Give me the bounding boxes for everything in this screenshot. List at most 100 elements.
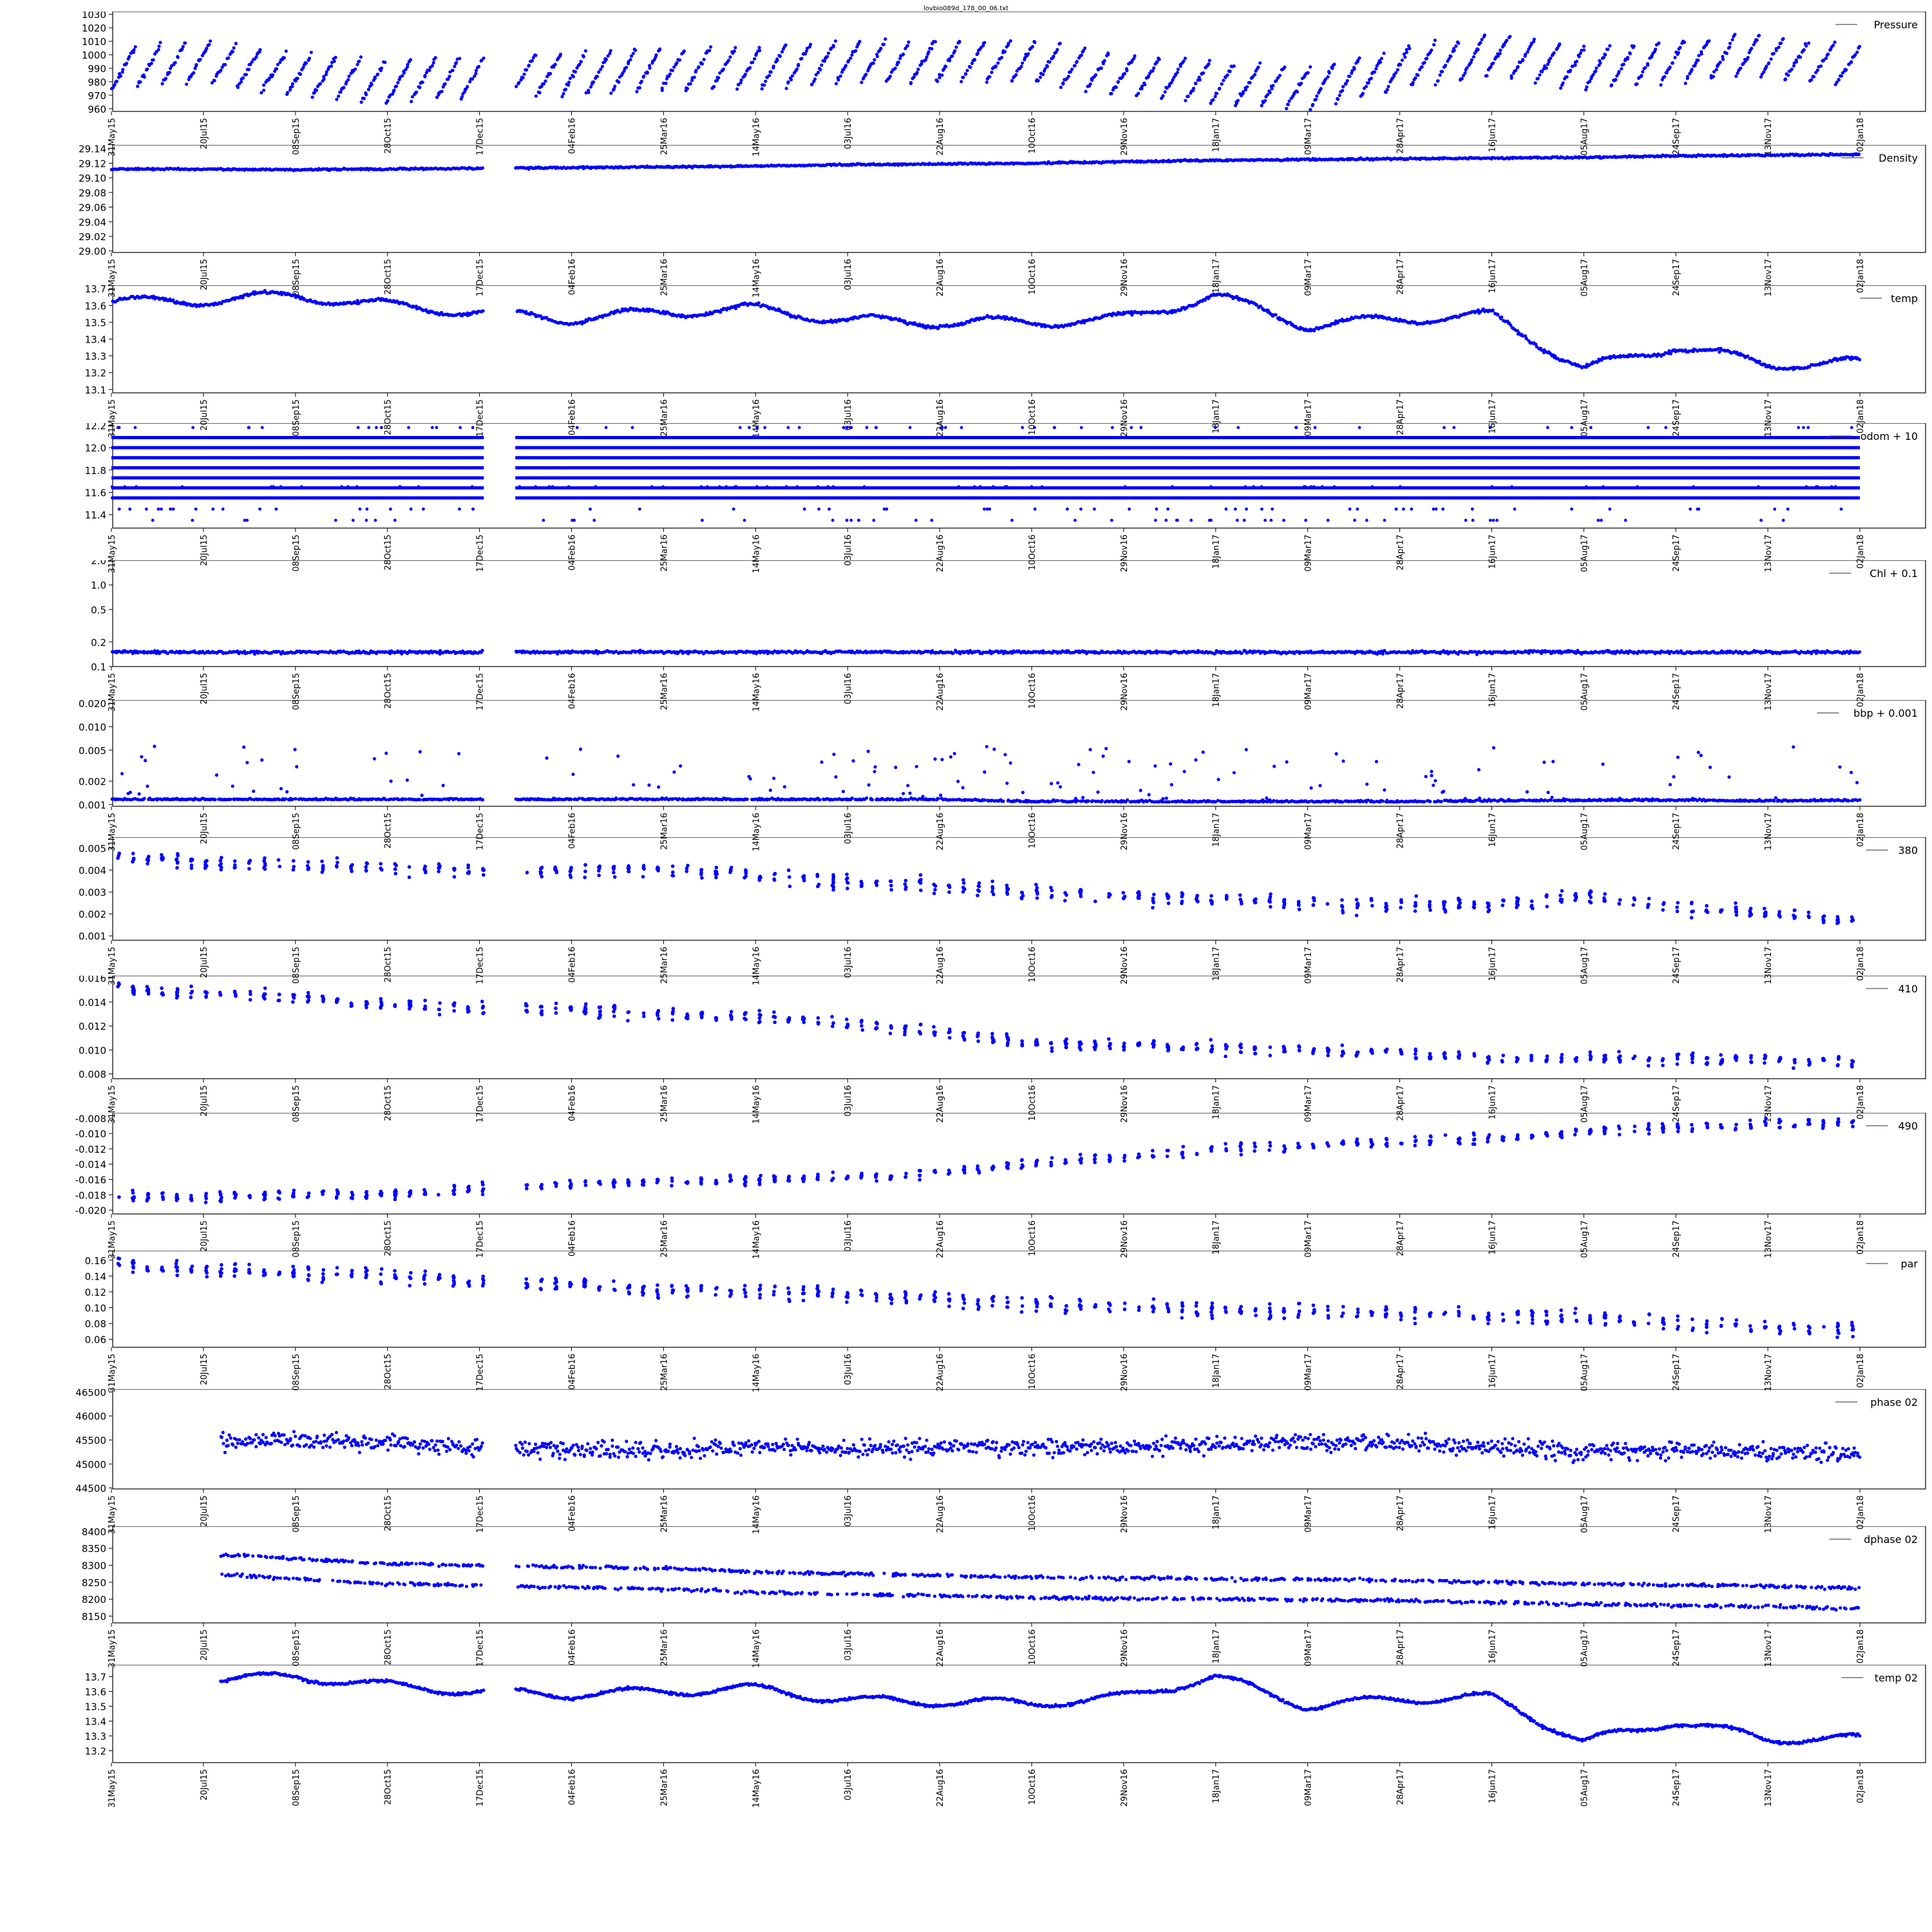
- data-point: [813, 77, 817, 81]
- data-point: [1213, 95, 1217, 99]
- data-point: [819, 68, 822, 71]
- data-point: [118, 74, 122, 78]
- data-point: [293, 293, 297, 297]
- data-point: [1048, 60, 1052, 64]
- data-point: [635, 90, 639, 93]
- data-point: [1783, 77, 1788, 81]
- data-point: [1252, 485, 1255, 489]
- data-point: [544, 79, 547, 83]
- data-point: [1815, 68, 1819, 72]
- data-point: [1779, 41, 1783, 45]
- data-point: [1823, 466, 1826, 469]
- data-point: [630, 426, 634, 430]
- data-point: [334, 518, 337, 522]
- x-tick-label: 16Jun17: [1488, 399, 1497, 433]
- data-point: [1374, 67, 1378, 71]
- data-point: [1578, 52, 1582, 55]
- data-point: [1110, 426, 1114, 430]
- data-point: [261, 456, 265, 460]
- data-point: [232, 46, 236, 50]
- data-point: [1643, 66, 1647, 70]
- data-point: [978, 485, 982, 489]
- data-gap: [484, 424, 516, 527]
- data-point: [1235, 294, 1239, 298]
- data-point: [1632, 446, 1636, 450]
- data-point: [1084, 90, 1088, 93]
- y-tick-label: 29.12: [79, 158, 106, 169]
- data-point: [531, 56, 535, 60]
- data-point: [1367, 456, 1371, 460]
- data-point: [1469, 61, 1473, 64]
- data-point: [1558, 496, 1562, 500]
- data-point: [924, 326, 928, 330]
- data-point: [1520, 334, 1524, 338]
- data-point: [1103, 59, 1106, 62]
- data-point: [732, 49, 736, 53]
- data-point: [1854, 153, 1858, 156]
- data-point: [1245, 507, 1248, 511]
- data-point: [728, 55, 732, 59]
- data-point: [128, 507, 132, 511]
- data-point: [1853, 53, 1857, 57]
- data-point: [1622, 62, 1625, 66]
- data-point: [1398, 62, 1403, 66]
- data-point: [1014, 456, 1018, 460]
- data-point: [1224, 75, 1227, 79]
- x-tick-label: 24Sep17: [1672, 118, 1681, 155]
- x-tick-label: 13Nov17: [1764, 399, 1774, 437]
- data-point: [677, 456, 680, 460]
- data-point: [1807, 41, 1811, 45]
- x-tick-label: 16Jun17: [1488, 259, 1497, 293]
- data-point: [907, 446, 911, 450]
- data-point: [1309, 496, 1312, 500]
- data-point: [542, 518, 545, 522]
- data-point: [312, 496, 316, 500]
- legend: odom + 10: [1829, 430, 1918, 442]
- data-point: [185, 82, 189, 86]
- data-point: [1808, 456, 1812, 460]
- data-point: [110, 485, 114, 489]
- data-point: [1470, 456, 1473, 460]
- data-point: [936, 79, 940, 83]
- data-point: [599, 68, 603, 71]
- data-point: [882, 436, 886, 439]
- data-point: [960, 426, 963, 430]
- data-point: [1249, 446, 1253, 450]
- data-point: [1295, 90, 1300, 94]
- data-point: [1614, 78, 1618, 82]
- data-point: [298, 72, 303, 76]
- data-point: [1472, 55, 1475, 59]
- data-point: [1067, 466, 1070, 469]
- data-point: [274, 507, 278, 511]
- data-point: [707, 456, 711, 460]
- data-point: [1215, 436, 1218, 439]
- data-point: [1609, 83, 1614, 87]
- data-point: [884, 37, 887, 41]
- data-point: [907, 40, 911, 44]
- data-point: [1488, 496, 1492, 500]
- data-point: [559, 466, 563, 469]
- data-point: [564, 88, 568, 91]
- data-point: [1470, 507, 1474, 511]
- data-point: [480, 59, 484, 62]
- data-point: [1081, 49, 1085, 53]
- x-tick-label: 09Mar17: [1304, 118, 1314, 155]
- data-point: [837, 436, 840, 439]
- data-point: [692, 466, 696, 469]
- data-point: [981, 436, 985, 439]
- data-point: [1135, 456, 1139, 460]
- data-point: [1140, 87, 1144, 91]
- data-point: [1479, 41, 1482, 44]
- data-point: [985, 507, 989, 511]
- data-points: [109, 32, 1862, 111]
- data-point: [1777, 45, 1781, 49]
- data-point: [471, 476, 475, 480]
- data-point: [325, 70, 328, 74]
- x-tick-label: 24Sep17: [1672, 535, 1681, 572]
- data-point: [1314, 97, 1318, 102]
- data-point: [1030, 485, 1034, 489]
- data-point: [1786, 507, 1790, 511]
- data-point: [940, 426, 944, 430]
- data-point: [1260, 485, 1264, 489]
